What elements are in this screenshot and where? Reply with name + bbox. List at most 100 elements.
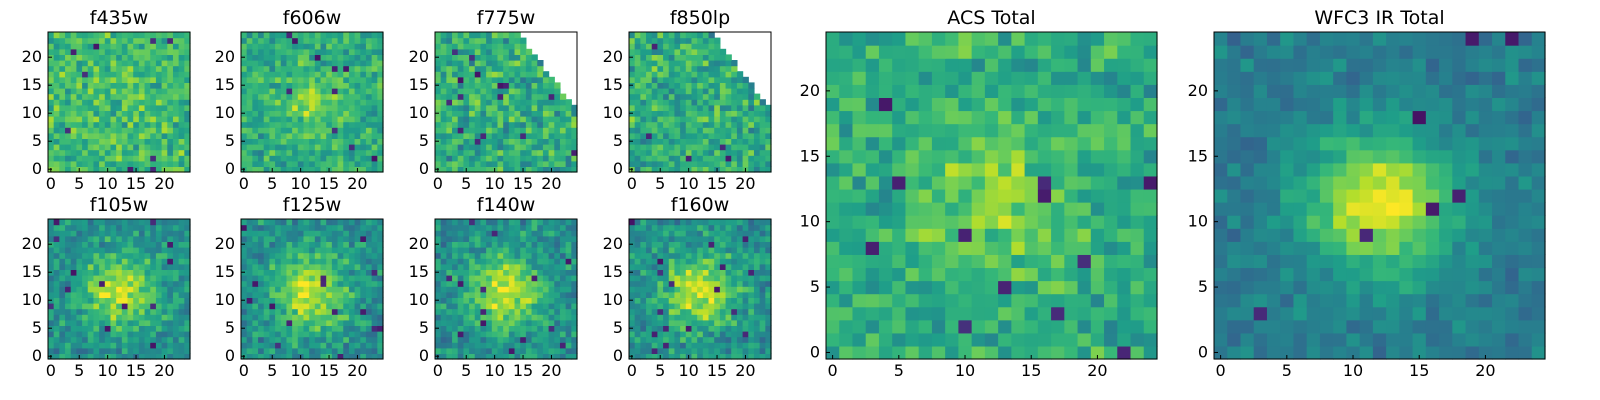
heatmap-cell [668, 303, 676, 310]
heatmap-cell [172, 286, 180, 293]
heatmap-cell [184, 286, 191, 293]
heatmap-cell [150, 65, 157, 72]
heatmap-cell [116, 99, 123, 106]
heatmap-cell [508, 235, 516, 242]
heatmap-cell [452, 121, 459, 128]
heatmap-cell [297, 219, 305, 226]
heatmap-cell [736, 258, 744, 265]
heatmap-cell [440, 166, 447, 173]
heatmap-cell [663, 116, 670, 123]
heatmap-cell [542, 280, 550, 287]
heatmap-cell [446, 230, 453, 237]
heatmap-cell [685, 54, 693, 61]
heatmap-cell [331, 308, 339, 315]
heatmap-cell [280, 314, 288, 321]
heatmap-cell [326, 155, 333, 162]
heatmap-cell [719, 82, 727, 89]
heatmap-cell [155, 54, 163, 61]
heatmap-cell [303, 291, 310, 298]
heatmap-cell [172, 241, 180, 248]
heatmap-cell [116, 104, 123, 111]
heatmap-cell [263, 104, 270, 111]
heatmap-cell [503, 252, 510, 259]
heatmap-cell [343, 144, 350, 151]
heatmap-cell [629, 308, 636, 315]
heatmap-cell [292, 99, 299, 106]
heatmap-cell [348, 347, 356, 354]
panel-title: f125w [283, 194, 342, 216]
heatmap-cell [138, 144, 146, 151]
heatmap-cell [691, 319, 698, 326]
heatmap-cell [736, 166, 744, 173]
heatmap-cell [537, 166, 544, 173]
heatmap-cell [537, 116, 544, 123]
heatmap-cell [435, 336, 442, 343]
heatmap-cell [765, 275, 772, 282]
heatmap-cell [365, 263, 373, 270]
heatmap-cell [491, 88, 499, 95]
heatmap-cell [133, 291, 140, 298]
heatmap-cell [93, 263, 100, 270]
heatmap-cell [469, 166, 476, 173]
x-tick-label: 15 [126, 361, 146, 380]
heatmap-cell [172, 149, 180, 156]
heatmap-cell [503, 263, 510, 270]
heatmap-cell [514, 43, 521, 50]
heatmap-cell [121, 336, 129, 343]
heatmap-cell [292, 104, 299, 111]
heatmap-cell [348, 60, 356, 67]
heatmap-cell [765, 155, 772, 162]
heatmap-cell [110, 88, 117, 95]
heatmap-cell [565, 219, 572, 226]
heatmap-cell [59, 65, 66, 72]
heatmap-cell [463, 160, 470, 167]
heatmap-cell [172, 342, 180, 349]
heatmap-cell [258, 65, 265, 72]
heatmap-cell [76, 149, 83, 156]
heatmap-cell [59, 342, 66, 349]
heatmap-cell [59, 116, 66, 123]
heatmap-cell [708, 258, 715, 265]
heatmap-cell [104, 32, 112, 39]
heatmap-cell [480, 76, 487, 83]
heatmap-cell [252, 347, 259, 354]
heatmap-cell [537, 336, 544, 343]
heatmap-cell [629, 258, 636, 265]
axes-frame [240, 218, 384, 360]
heatmap-cell [748, 138, 755, 145]
y-tick-label: 0 [225, 159, 235, 178]
heatmap-cell [731, 82, 738, 89]
heatmap-cell [275, 138, 282, 145]
heatmap-cell [742, 275, 749, 282]
heatmap-cell [275, 32, 282, 39]
heatmap-cell [497, 297, 504, 304]
heatmap-cell [719, 104, 727, 111]
heatmap-cell [457, 43, 464, 50]
heatmap-cell [640, 160, 647, 167]
heatmap-cell [167, 308, 174, 315]
heatmap-cell [634, 43, 641, 50]
heatmap-cell [742, 160, 749, 167]
heatmap-cell [286, 104, 293, 111]
heatmap-cell [537, 331, 544, 338]
heatmap-cell [320, 252, 327, 259]
heatmap-cell [377, 347, 384, 354]
heatmap-cell [503, 43, 510, 50]
heatmap-cell [337, 37, 344, 44]
heatmap-cell [286, 325, 293, 332]
heatmap-cell [759, 331, 766, 338]
heatmap-cell [531, 291, 538, 298]
heatmap-cell [337, 235, 344, 242]
heatmap-cell [651, 353, 658, 360]
heatmap-cell [133, 160, 140, 167]
heatmap-cell [629, 71, 636, 78]
heatmap-cell [172, 82, 180, 89]
heatmap-cell [246, 314, 253, 321]
heatmap-cell [70, 110, 77, 117]
heatmap-cell [360, 43, 367, 50]
heatmap-cell [725, 82, 732, 89]
heatmap-cell [440, 93, 447, 100]
heatmap-cell [731, 269, 738, 276]
heatmap-cell [377, 325, 384, 332]
heatmap-cell [263, 76, 270, 83]
